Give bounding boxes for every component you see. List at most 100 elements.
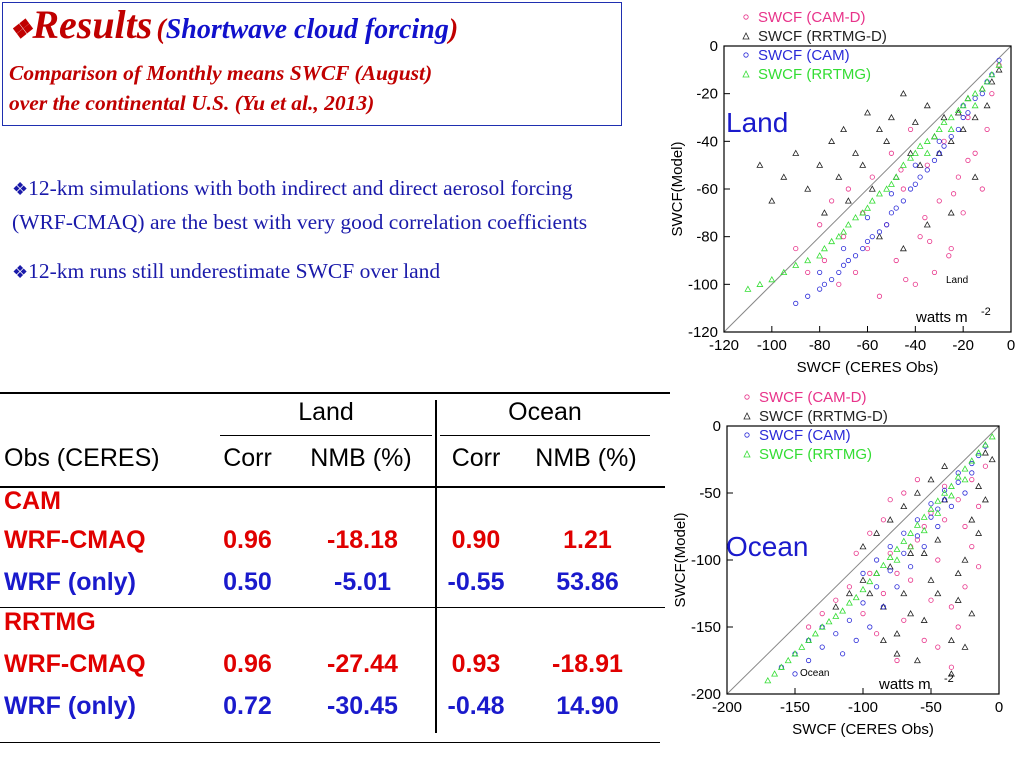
legend-marker [743, 412, 751, 420]
data-point-2 [845, 257, 851, 264]
data-point-2 [874, 584, 880, 590]
bullet-item: ❖12-km simulations with both indirect an… [12, 172, 602, 239]
data-point-0 [982, 463, 988, 469]
data-point-1 [845, 589, 853, 597]
title-box: ❖Results (Shortwave cloud forcing) Compa… [2, 2, 622, 126]
data-point-1 [981, 449, 989, 456]
cell-ocean-corr: -0.55 [447, 568, 505, 596]
x-tick-label: -50 [920, 699, 942, 716]
subtitle-line-2: over the continental U.S. (Yu et al., 20… [9, 91, 375, 115]
legend-label: SWCF (CAM) [758, 47, 850, 64]
data-point-1 [971, 173, 979, 180]
data-point-2 [836, 269, 842, 276]
y-tick-label: 0 [713, 418, 721, 435]
row-label: WRF (only) [4, 568, 136, 596]
data-point-2 [840, 651, 846, 657]
data-point-3 [844, 221, 852, 228]
x-axis-title: SWCF (CERES Obs) [792, 721, 934, 738]
data-point-0 [900, 186, 906, 192]
legend-label: SWCF (RRTMG-D) [759, 408, 888, 425]
x-tick-label: -40 [904, 337, 926, 354]
data-point-2 [935, 506, 941, 512]
col-land-corr: Corr [223, 444, 272, 472]
data-point-1 [859, 542, 867, 550]
data-point-0 [941, 138, 947, 144]
data-point-0 [941, 517, 948, 523]
bullet-item: ❖12-km runs still underestimate SWCF ove… [12, 255, 602, 289]
data-point-1 [968, 516, 976, 523]
data-point-3 [744, 285, 752, 292]
data-point-0 [901, 490, 907, 496]
cell-ocean-nmb: -18.91 [552, 650, 623, 678]
data-point-3 [947, 125, 955, 133]
data-point-3 [811, 630, 819, 637]
data-point-0 [840, 234, 847, 240]
data-point-3 [883, 185, 891, 192]
data-point-3 [840, 228, 848, 235]
data-point-2 [876, 229, 883, 235]
data-point-2 [874, 557, 880, 563]
data-point-0 [903, 276, 909, 283]
data-point-1 [756, 161, 764, 168]
data-point-1 [828, 137, 836, 144]
data-point-2 [880, 604, 886, 610]
data-point-0 [793, 245, 799, 252]
data-point-0 [962, 584, 968, 590]
data-point-0 [936, 198, 942, 204]
data-point-1 [875, 125, 883, 133]
data-point-2 [935, 523, 941, 530]
data-point-3 [764, 676, 772, 684]
data-point-3 [756, 280, 764, 287]
data-point-3 [852, 213, 860, 221]
legend-label: SWCF (CAM-D) [759, 389, 866, 406]
inner-label: Land [946, 275, 968, 286]
data-point-3 [859, 585, 867, 593]
data-point-3 [920, 526, 928, 534]
data-point-1 [927, 576, 935, 583]
data-point-2 [893, 205, 899, 211]
data-point-3 [935, 125, 943, 133]
data-point-0 [935, 557, 941, 563]
bullet-text: 12-km runs still underestimate SWCF over… [28, 259, 441, 283]
slide-subtitle: Comparison of Monthly means SWCF (August… [9, 58, 615, 118]
data-point-2 [860, 570, 866, 576]
data-point-1 [907, 609, 915, 617]
data-point-2 [900, 198, 906, 204]
data-point-0 [874, 631, 880, 637]
data-point-2 [846, 617, 852, 623]
data-point-1 [899, 244, 907, 252]
data-point-3 [835, 233, 843, 240]
units-label: watts m [915, 309, 968, 326]
legend-label: SWCF (RRTMG) [758, 66, 871, 83]
data-point-2 [914, 517, 920, 523]
slide-title: ❖Results (Shortwave cloud forcing) [9, 5, 615, 54]
data-point-3 [968, 457, 976, 464]
subtitle-line-1: Comparison of Monthly means SWCF (August… [9, 61, 433, 85]
data-point-3 [825, 618, 833, 625]
col-ocean-nmb: NMB (%) [535, 444, 637, 472]
y-axis-title: SWCF(Model) [669, 141, 686, 236]
cell-land-corr: 0.96 [223, 650, 272, 678]
x-tick-label: -150 [780, 699, 810, 716]
data-point-3 [927, 505, 935, 512]
land-scatter-chart: -120 -100 -80 -60 -40 -20 0 0 -20 -40 -60 -80 -100 -1… [669, 9, 1015, 376]
y-axis-title: SWCF(Model) [672, 512, 689, 607]
legend-marker [744, 394, 750, 400]
data-point-2 [948, 133, 954, 140]
data-point-2 [792, 671, 798, 677]
legend-marker [743, 14, 749, 20]
data-point-1 [900, 502, 908, 510]
y-tick-label: 0 [710, 38, 718, 55]
data-point-0 [912, 281, 918, 287]
data-point-2 [960, 114, 966, 121]
row-header-obs: Obs (CERES) [4, 444, 160, 472]
data-point-0 [880, 590, 886, 597]
data-point-3 [995, 61, 1003, 68]
data-point-0 [955, 497, 961, 503]
data-point-2 [931, 157, 938, 163]
data-point-0 [927, 238, 933, 245]
data-point-3 [900, 537, 908, 544]
legend-marker [744, 432, 750, 438]
x-tick-label: -20 [952, 337, 974, 354]
data-point-0 [893, 257, 899, 264]
